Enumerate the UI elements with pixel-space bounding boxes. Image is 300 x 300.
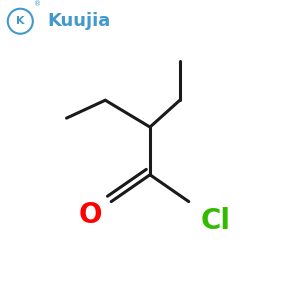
Text: Kuujia: Kuujia bbox=[47, 12, 110, 30]
Text: K: K bbox=[16, 16, 25, 26]
Text: O: O bbox=[79, 201, 102, 229]
Text: Cl: Cl bbox=[201, 207, 231, 235]
Text: ®: ® bbox=[34, 1, 41, 7]
